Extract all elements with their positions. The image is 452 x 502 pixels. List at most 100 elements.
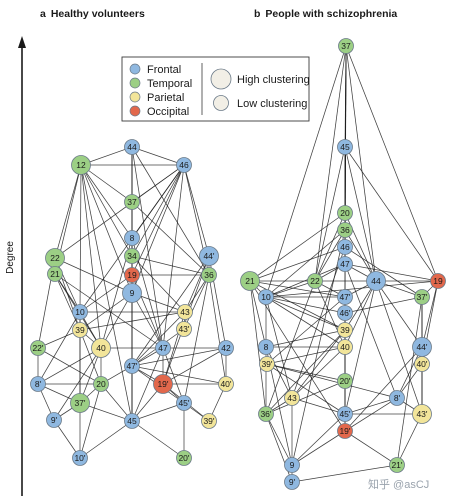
healthy-edge-34-36 — [131, 255, 210, 276]
schizophrenia-node-40-prime: 40' — [414, 356, 430, 372]
healthy-node-20: 20 — [93, 376, 109, 392]
schizophrenia-node-label: 43' — [416, 409, 427, 419]
healthy-node-46: 46 — [176, 157, 192, 173]
legend-swatch — [129, 91, 141, 103]
schizophrenia-edge-43-45-prime — [291, 397, 346, 415]
schizophrenia-node-39: 39 — [337, 322, 353, 338]
healthy-node-label: 39 — [75, 325, 85, 335]
healthy-edge-43-39 — [79, 311, 186, 331]
schizophrenia-node-label: 44' — [416, 342, 427, 352]
healthy-node-circle — [124, 413, 140, 429]
healthy-node-42: 42 — [218, 340, 234, 356]
schizophrenia-edge-36-9 — [291, 229, 346, 466]
schizophrenia-edge-19-prime-9 — [291, 430, 346, 466]
schizophrenia-node-circle — [337, 239, 353, 255]
schizophrenia-edge-40-39-prime — [266, 346, 346, 365]
healthy-node-9-prime: 9' — [46, 412, 62, 428]
healthy-node-circle — [46, 412, 62, 428]
legend-lobes: Frontal Temporal Parietal Occipital — [129, 63, 192, 118]
healthy-node-label: 19 — [127, 270, 137, 280]
schizophrenia-node-label: 45' — [339, 409, 350, 419]
schizophrenia-node-circle — [284, 390, 300, 406]
schizophrenia-edge-44-40 — [344, 280, 377, 348]
healthy-node-circle — [93, 376, 109, 392]
schizophrenia-node-36-prime: 36' — [258, 406, 274, 422]
healthy-edge-46-44-prime — [183, 164, 210, 257]
healthy-node-12: 12 — [71, 155, 91, 175]
healthy-node-19: 19 — [124, 267, 140, 283]
schizophrenia-node-label: 40 — [340, 342, 350, 352]
healthy-node-circle — [124, 230, 140, 246]
schizophrenia-node-circle — [259, 356, 275, 372]
healthy-node-label: 44 — [127, 142, 137, 152]
healthy-node-22: 22 — [45, 248, 65, 268]
healthy-edge-44-47 — [131, 146, 164, 349]
healthy-node-circle — [155, 340, 171, 356]
healthy-edge-39-9 — [79, 292, 133, 331]
healthy-edge-42-19-prime — [162, 347, 227, 385]
schizophrenia-edge-21-36-prime — [249, 280, 267, 415]
healthy-node-label: 21 — [50, 269, 60, 279]
schizophrenia-node-47-prime: 47' — [337, 289, 353, 305]
schizophrenia-edge-44-45-prime — [344, 280, 377, 415]
healthy-node-circle — [91, 338, 111, 358]
legend-label: Parietal — [147, 92, 184, 104]
schizophrenia-edge-8-prime-45-prime — [344, 397, 398, 415]
healthy-edge-21-39 — [54, 273, 81, 331]
healthy-node-45-prime: 45' — [176, 395, 192, 411]
healthy-node-label: 40' — [220, 379, 231, 389]
healthy-node-36: 36 — [201, 267, 217, 283]
healthy-edge-19-10 — [79, 274, 133, 313]
schizophrenia-node-label: 9' — [289, 477, 296, 487]
schizophrenia-node-circle — [258, 289, 274, 305]
schizophrenia-edge-39-prime-20-prime — [266, 363, 346, 382]
healthy-edge-39-20 — [79, 329, 102, 385]
healthy-node-40-prime: 40' — [218, 376, 234, 392]
schizophrenia-node-label: 37' — [416, 292, 427, 302]
schizophrenia-node-8-prime: 8' — [389, 390, 405, 406]
healthy-node-label: 8' — [35, 379, 42, 389]
panel-b-title: b People with schizophrenia — [254, 8, 397, 20]
schizophrenia-node-36: 36 — [337, 222, 353, 238]
schizophrenia-node-circle — [284, 474, 300, 490]
healthy-node-label: 43' — [178, 324, 189, 334]
schizophrenia-edge-37-prime-46-prime — [344, 296, 423, 314]
healthy-edge-46-34 — [131, 164, 185, 257]
schizophrenia-node-label: 22 — [310, 276, 320, 286]
healthy-node-label: 44' — [203, 251, 214, 261]
schizophrenia-edge-10-39 — [265, 296, 346, 331]
healthy-node-label: 47 — [158, 343, 168, 353]
panel-b-label: People with schizophrenia — [265, 8, 398, 20]
schizophrenia-node-43-prime: 43' — [412, 404, 432, 424]
schizophrenia-node-circle — [430, 273, 446, 289]
schizophrenia-edge-39-36-prime — [265, 329, 346, 415]
healthy-edge-12-37 — [80, 164, 133, 203]
healthy-node-circle — [124, 358, 140, 374]
schizophrenia-edge-8-43 — [265, 346, 293, 399]
schizophrenia-node-47: 47 — [337, 256, 353, 272]
healthy-node-8: 8 — [124, 230, 140, 246]
healthy-node-label: 9 — [130, 288, 135, 298]
healthy-node-label: 9' — [51, 415, 58, 425]
healthy-edge-43-47-prime — [131, 311, 186, 367]
schizophrenia-node-circle — [337, 205, 353, 221]
legend-item-parietal: Parietal — [129, 91, 184, 104]
schizophrenia-node-circle — [337, 373, 353, 389]
healthy-node-circle — [47, 266, 63, 282]
healthy-node-8-prime: 8' — [30, 376, 46, 392]
schizophrenia-node-label: 47 — [340, 259, 350, 269]
healthy-edge-46-19 — [131, 164, 185, 276]
schizophrenia-node-circle — [337, 406, 353, 422]
legend: Frontal Temporal Parietal Occipital High cl… — [121, 56, 310, 122]
schizophrenia-edge-10-40 — [265, 296, 346, 348]
healthy-node-label: 20' — [178, 453, 189, 463]
schizophrenia-node-circle — [338, 38, 354, 54]
healthy-edge-44-prime-19-prime — [162, 255, 210, 385]
schizophrenia-node-label: 8' — [394, 393, 401, 403]
schizophrenia-edge-39-prime-45-prime — [266, 363, 346, 415]
schizophrenia-edge-19-prime-21-prime — [344, 430, 398, 466]
legend-item-frontal: Frontal — [129, 63, 181, 76]
schizophrenia-edge-22-10 — [265, 280, 316, 298]
schizophrenia-node-label: 8 — [264, 342, 269, 352]
